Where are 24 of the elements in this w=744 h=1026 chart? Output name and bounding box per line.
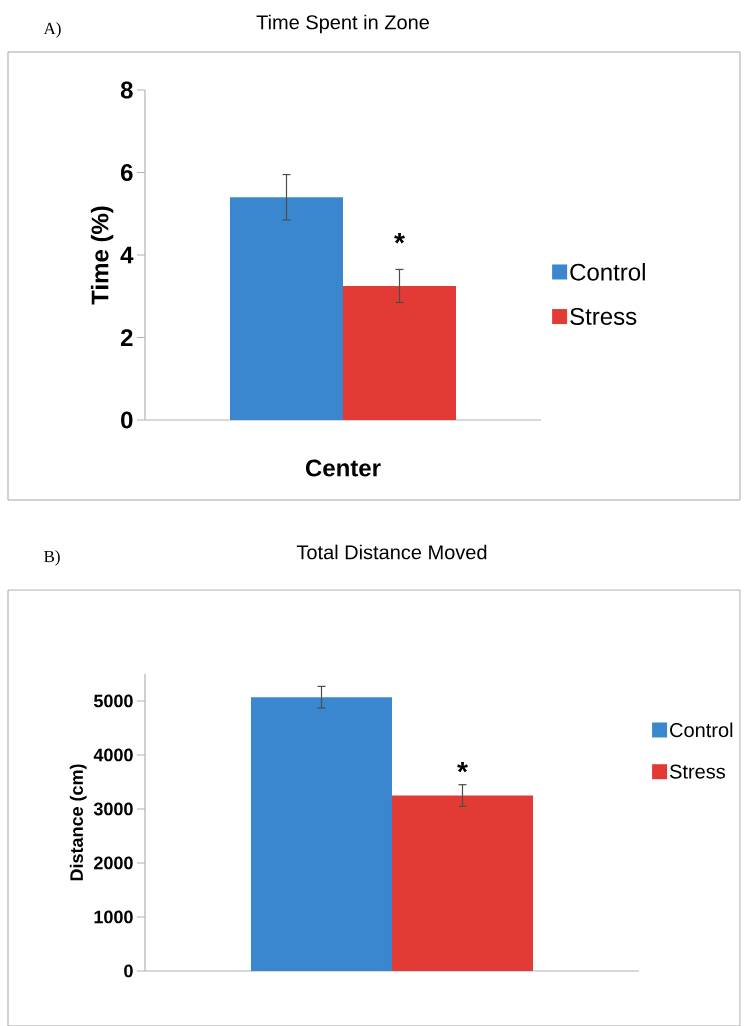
legend-label: Control [570,263,645,281]
y-tick-label: 8 [120,81,133,99]
chart-title: Time Spent in Zone [256,14,429,34]
y-tick-label: 4 [120,246,134,264]
legend-label: Stress [669,764,726,779]
chart-title: Total Distance Moved [296,544,487,560]
y-tick-label: 3000 [93,802,133,816]
y-tick-label: 0 [121,411,133,429]
legend-label: Control [670,722,733,738]
y-tick-label: 6 [120,164,133,181]
annotation: * [457,761,468,773]
y-tick-label: 0 [124,964,133,978]
y-tick-label: 2 [120,329,133,346]
text: B) [44,550,60,566]
y-tick-label: 2000 [94,856,133,870]
y-tick-label: 5000 [93,694,133,708]
annotation: * [394,233,405,244]
text: A) [43,22,61,38]
y-axis-title: Distance (cm) [69,764,87,881]
y-tick-label: 1000 [94,910,133,924]
y-axis-title: Time (%) [90,206,114,305]
y-tick-label: 4000 [93,748,133,762]
x-tick-label: Center [305,459,381,477]
legend-label: Stress [570,307,637,325]
